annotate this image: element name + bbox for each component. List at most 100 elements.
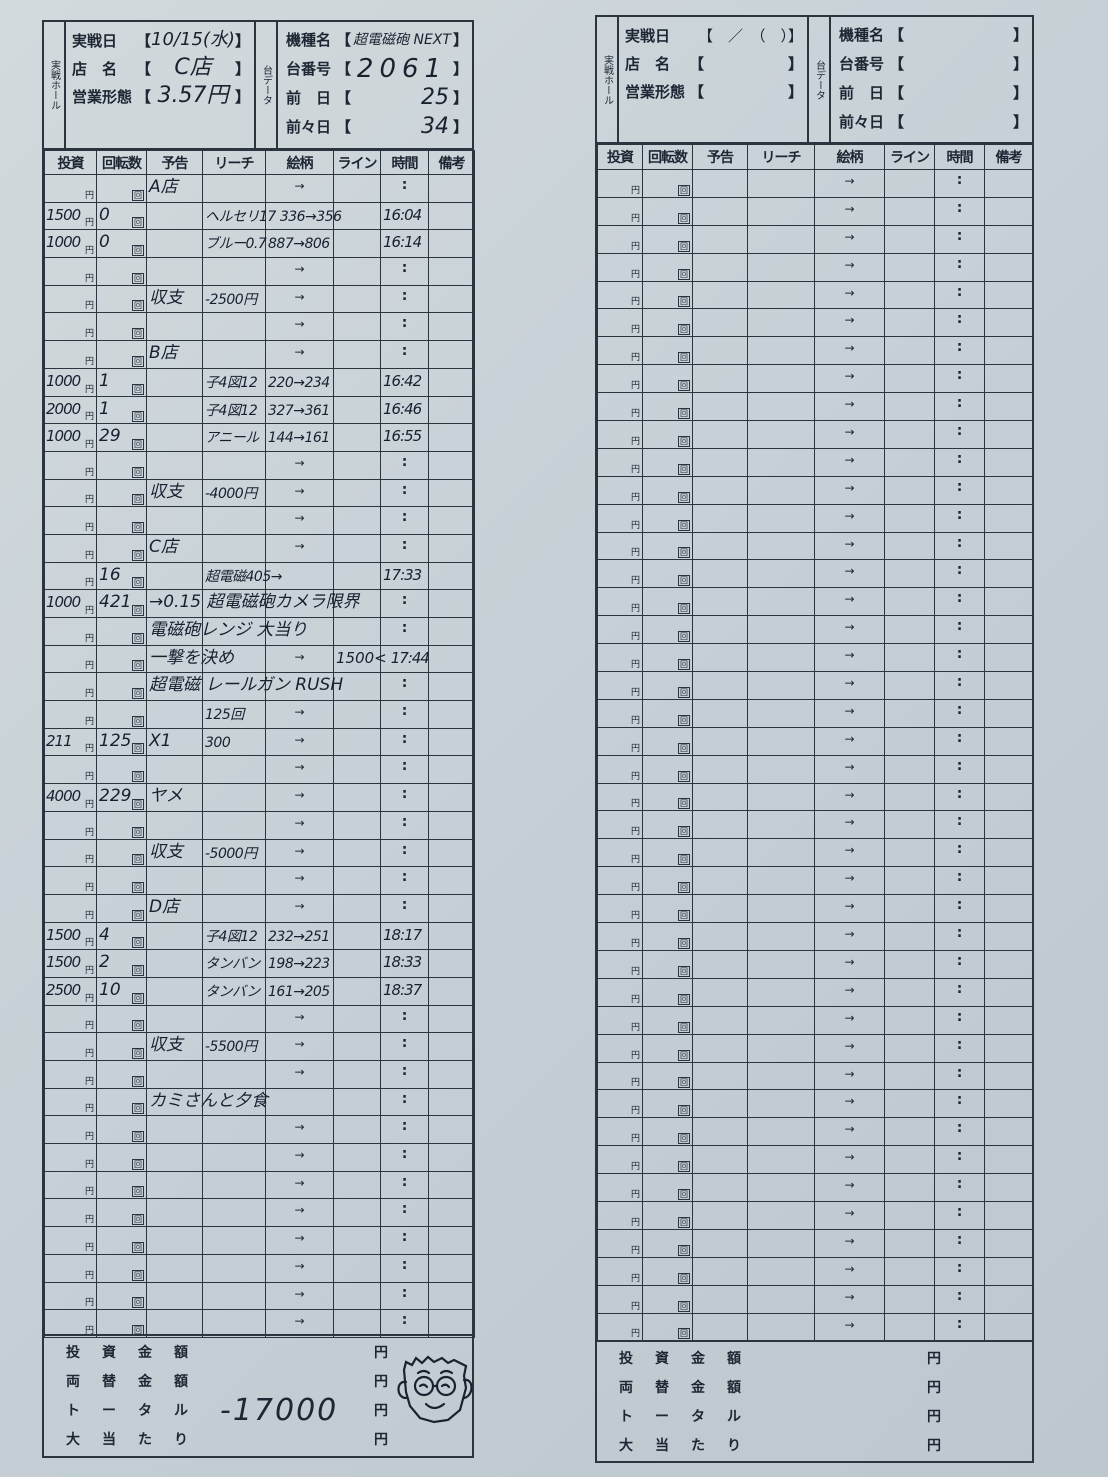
cell-remarks[interactable] (984, 196, 1033, 226)
cell-notice[interactable] (146, 1253, 203, 1283)
cell-notice[interactable] (692, 1256, 748, 1286)
cell-notice[interactable] (692, 838, 748, 868)
cell-notice[interactable] (692, 1061, 748, 1091)
cell-symbols[interactable]: → (265, 1060, 334, 1089)
cell-reach[interactable] (747, 1089, 815, 1119)
cell-symbols[interactable]: 327→361 (265, 395, 334, 425)
cell-spins[interactable]: 回 421 (96, 589, 147, 618)
cell-symbols[interactable]: → (814, 922, 885, 951)
cell-reach[interactable]: -4000円 (202, 478, 266, 508)
cell-reach[interactable] (747, 503, 815, 533)
cell-remarks[interactable] (428, 1253, 475, 1283)
cell-reach[interactable] (747, 838, 815, 868)
cell-symbols[interactable]: → (265, 1032, 334, 1061)
cell-time[interactable]: : (380, 617, 429, 646)
cell-reach[interactable] (747, 1173, 815, 1202)
cell-spins[interactable]: 回 (642, 1061, 693, 1091)
cell-remarks[interactable] (984, 1089, 1033, 1119)
cell-symbols[interactable]: → (814, 280, 885, 310)
cell-spins[interactable]: 回 (642, 336, 693, 366)
cell-symbols[interactable]: → (814, 838, 885, 868)
cell-line[interactable] (884, 392, 935, 422)
cell-invest[interactable]: 円 (44, 478, 97, 508)
cell-spins[interactable]: 回 (642, 810, 693, 840)
cell-invest[interactable]: 円 (44, 1253, 97, 1283)
cell-reach[interactable] (747, 1200, 815, 1230)
cell-time[interactable]: : (380, 312, 429, 342)
cell-symbols[interactable]: → (814, 252, 885, 282)
cell-reach[interactable]: 子4図12 (202, 367, 266, 397)
cell-symbols[interactable]: → (814, 726, 885, 756)
cell-remarks[interactable] (428, 257, 475, 286)
cell-spins[interactable]: 回 (96, 284, 147, 314)
cell-reach[interactable] (202, 783, 266, 812)
cell-remarks[interactable] (428, 589, 475, 618)
cell-spins[interactable]: 回 (96, 533, 147, 563)
cell-invest[interactable]: 円 (44, 700, 97, 729)
cell-notice[interactable] (146, 423, 203, 452)
cell-spins[interactable]: 回 29 (96, 423, 147, 452)
cell-time[interactable]: : (380, 284, 429, 314)
cell-notice[interactable]: カミさんと夕食 (146, 1087, 268, 1117)
cell-notice[interactable] (692, 754, 748, 784)
cell-symbols[interactable]: → (814, 475, 885, 505)
cell-spins[interactable]: 回 (642, 392, 693, 422)
cell-symbols[interactable]: → (814, 1089, 885, 1119)
cell-line[interactable] (333, 1143, 381, 1172)
cell-time[interactable]: : (934, 1089, 985, 1119)
cell-time[interactable]: : (934, 308, 985, 338)
cell-time[interactable]: : (934, 1173, 985, 1202)
cell-invest[interactable]: 円 (597, 1284, 643, 1314)
cell-invest[interactable]: 円 (44, 1032, 97, 1061)
cell-remarks[interactable] (984, 671, 1033, 700)
cell-line[interactable] (333, 1253, 381, 1283)
cell-line[interactable] (333, 838, 381, 868)
cell-reach[interactable] (747, 643, 815, 673)
cell-time[interactable]: : (934, 392, 985, 422)
cell-remarks[interactable] (428, 727, 475, 757)
cell-line[interactable] (333, 589, 381, 618)
cell-line[interactable] (884, 475, 935, 505)
cell-time[interactable]: : (934, 698, 985, 728)
cell-symbols[interactable]: 220→234 (265, 367, 334, 397)
cell-spins[interactable]: 回 (96, 1226, 147, 1255)
cell-line[interactable] (884, 894, 935, 924)
cell-time[interactable]: : (380, 589, 429, 618)
cell-notice[interactable]: 収支 (146, 284, 203, 314)
cell-line[interactable] (333, 672, 381, 702)
cell-spins[interactable]: 回 (642, 894, 693, 924)
cell-remarks[interactable] (984, 698, 1033, 728)
cell-time[interactable]: : (934, 615, 985, 645)
cell-line[interactable] (884, 810, 935, 840)
cell-notice[interactable] (146, 1226, 203, 1255)
cell-notice[interactable] (692, 671, 748, 700)
cell-notice[interactable]: D店 (146, 893, 203, 923)
cell-invest[interactable]: 円 (597, 531, 643, 561)
cell-remarks[interactable] (984, 894, 1033, 924)
cell-spins[interactable]: 回 (642, 754, 693, 784)
cell-line[interactable] (333, 783, 381, 812)
cell-time[interactable]: : (380, 866, 429, 895)
cell-invest[interactable]: 円 (44, 1004, 97, 1034)
cell-invest[interactable]: 円 (44, 1309, 97, 1338)
cell-reach[interactable]: ブルー0.7 (202, 229, 267, 259)
cell-notice[interactable] (692, 559, 748, 589)
cell-reach[interactable] (202, 312, 266, 342)
cell-reach[interactable]: -5500円 (202, 1032, 266, 1061)
cell-time[interactable]: : (934, 503, 985, 533)
cell-line[interactable] (884, 977, 935, 1007)
cell-time[interactable]: : (934, 447, 985, 477)
cell-invest[interactable]: 円 2500 (44, 976, 97, 1006)
cell-reach[interactable]: タンバン (202, 949, 266, 978)
cell-notice[interactable] (692, 977, 748, 1007)
cell-symbols[interactable]: → (265, 174, 334, 203)
cell-reach[interactable] (747, 671, 815, 700)
cell-remarks[interactable] (428, 561, 475, 591)
cell-spins[interactable]: 回 (642, 1145, 693, 1175)
cell-time[interactable]: : (934, 475, 985, 505)
cell-spins[interactable]: 回 (642, 196, 693, 226)
cell-notice[interactable] (692, 922, 748, 951)
cell-symbols[interactable]: → (814, 1005, 885, 1035)
